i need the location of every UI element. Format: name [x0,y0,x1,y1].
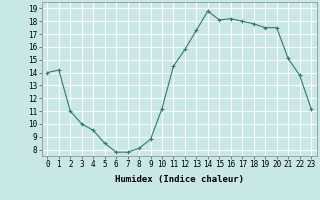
X-axis label: Humidex (Indice chaleur): Humidex (Indice chaleur) [115,175,244,184]
